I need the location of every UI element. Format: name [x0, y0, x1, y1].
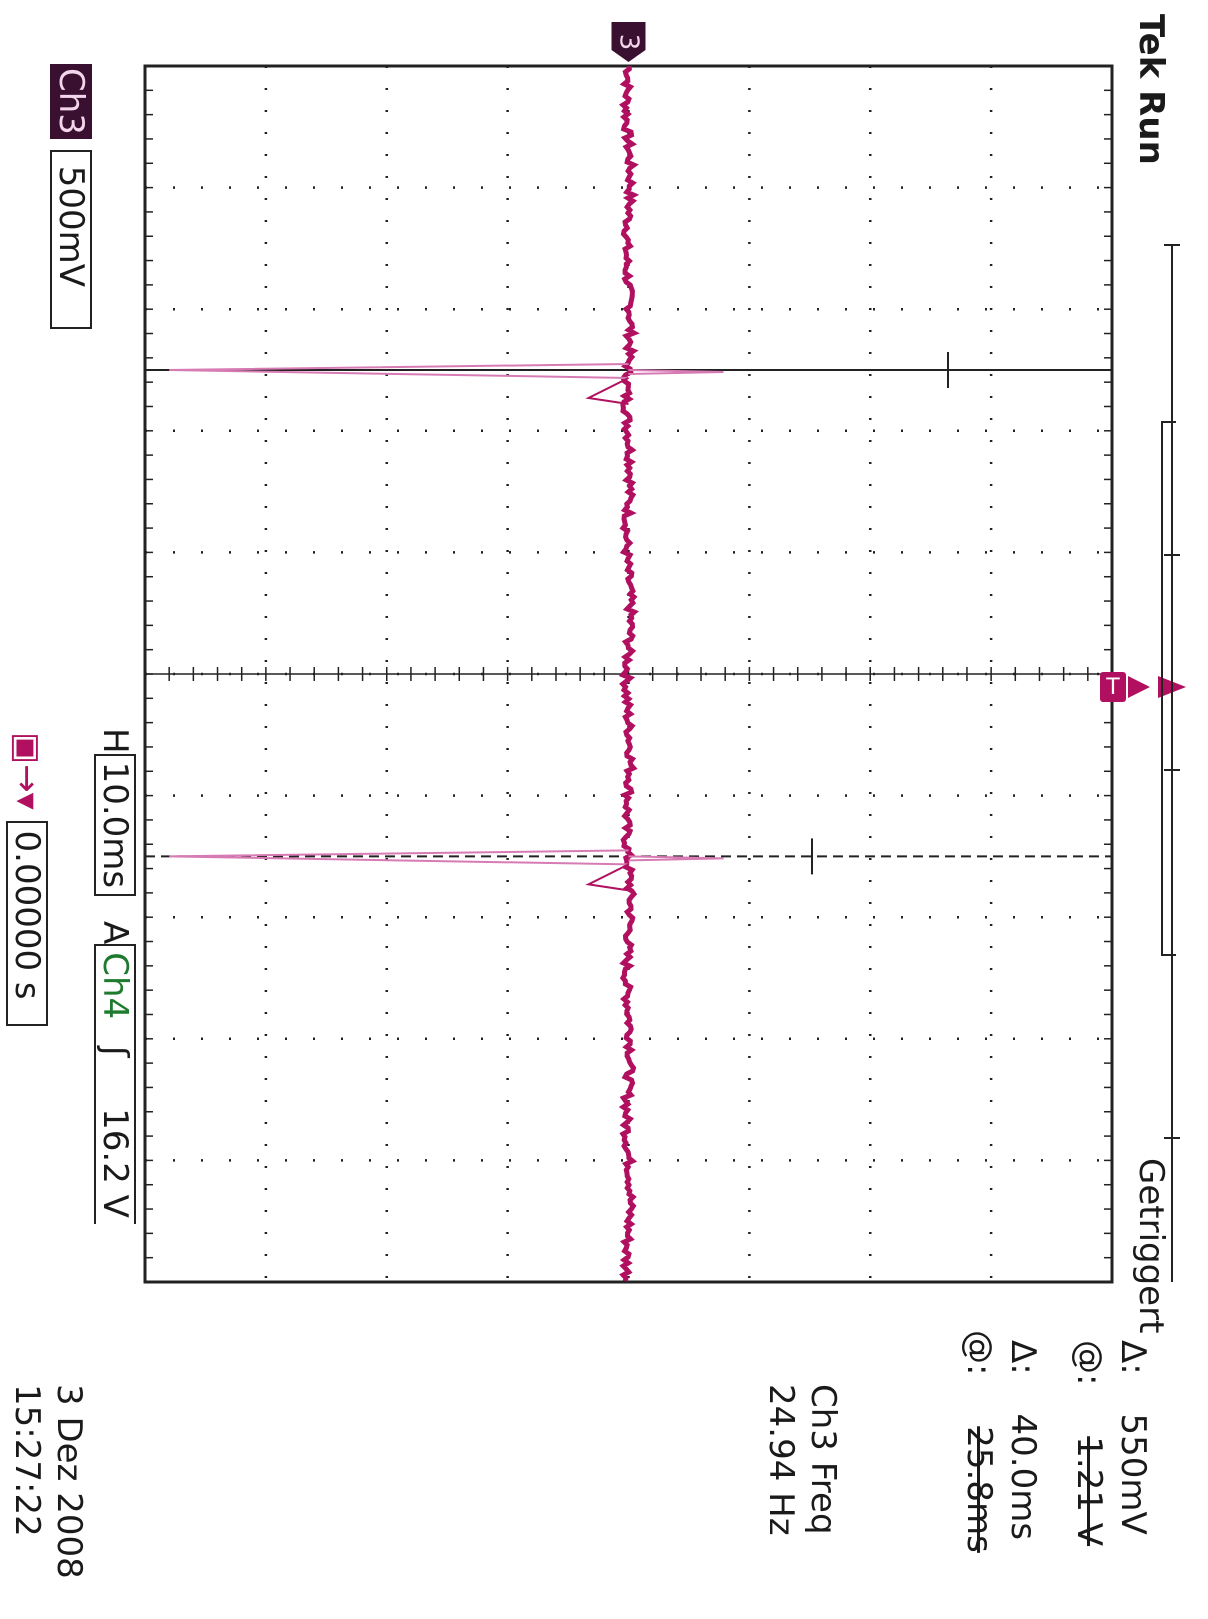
- trigger-position-value: 0.00000 s: [6, 820, 48, 1026]
- time-label: 15:27:22: [7, 1384, 47, 1537]
- date-label: 3 Dez 2008: [49, 1384, 89, 1579]
- horizontal-prefix: H: [95, 728, 135, 754]
- trigger-level-arrow: [1128, 676, 1150, 698]
- acquisition-status: Tek Run: [1131, 14, 1171, 165]
- ch3-tag: Ch3: [50, 64, 92, 139]
- ch3-ground-marker-label: 3: [614, 34, 644, 51]
- channel-scale-box: Ch3 500mV: [50, 64, 92, 330]
- measurement-value: 24.94 Hz: [761, 1384, 801, 1536]
- trigger-state: Getriggert: [1131, 1158, 1171, 1334]
- record-window: [1161, 421, 1176, 956]
- ch3-spike-ring: [585, 863, 629, 892]
- voltage-cursor-delta: Δ: 550mV: [1113, 1340, 1153, 1535]
- ch3-spike-overshoot: [628, 855, 724, 862]
- trigger-position: ▣→▾ 0.00000 s: [6, 732, 48, 1026]
- trigger-marker: [1100, 672, 1126, 702]
- trigger-source: Ch4: [95, 952, 135, 1020]
- ch3-spike-overshoot: [628, 369, 724, 375]
- channel-scale-value: 500mV: [50, 149, 92, 330]
- trigger-position-icon: ▣→▾: [7, 732, 47, 810]
- time-cursor-at: @: 25.8ms: [959, 1330, 999, 1553]
- horizontal-trigger-row: H10.0ms A Ch4 ʃ 16.2 V: [94, 728, 136, 1224]
- rising-edge-icon: ʃ: [95, 1045, 135, 1058]
- ch3-trace-baseline: [618, 65, 640, 1282]
- trigger-level: 16.2 V: [95, 1108, 135, 1218]
- ch3-spike-ring: [585, 377, 629, 405]
- trigger-marker-label: T: [1105, 675, 1120, 700]
- trigger-mode: A: [95, 920, 135, 945]
- ch3-spike: [169, 849, 629, 866]
- measurement-label: Ch3 Freq: [803, 1384, 843, 1535]
- ch3-spike: [169, 363, 629, 379]
- time-cursor-delta: Δ: 40.0ms: [1003, 1340, 1043, 1541]
- ch3-ground-marker: [611, 22, 646, 62]
- voltage-cursor-at: @: 1.21 V: [1069, 1340, 1109, 1547]
- timebase-value: 10.0ms: [94, 753, 136, 897]
